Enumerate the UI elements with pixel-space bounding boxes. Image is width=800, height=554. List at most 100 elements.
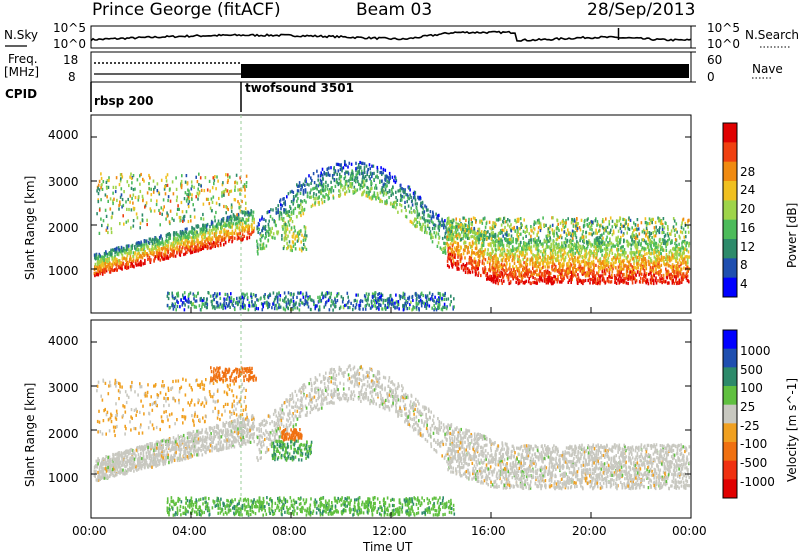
power-cell-morning [251, 223, 253, 227]
power-cell-afternoon [605, 262, 608, 266]
power-cell-afternoon [492, 262, 494, 266]
power-cell-arch [385, 174, 388, 178]
power-cell-arch [353, 178, 356, 182]
power-cell-morning [140, 259, 142, 263]
power-cell-afternoon [673, 272, 676, 277]
power-cell-afternoon [630, 250, 633, 255]
power-cell-afternoon [585, 249, 588, 253]
power-cell-arch [330, 190, 332, 194]
power-cell-afternoon [629, 258, 632, 262]
power-cell-morning-upper [176, 207, 179, 211]
power-cell-afternoon [651, 278, 654, 282]
power-cell-afternoon [571, 259, 574, 263]
power-cell-afternoon [579, 265, 582, 269]
power-cell-afternoon [586, 247, 588, 251]
power-cell-arch [344, 186, 346, 190]
power-cell-afternoon [598, 239, 601, 243]
power-cell-arch [430, 236, 432, 240]
power-cell-arch [445, 225, 447, 229]
power-cell-afternoon [549, 271, 552, 275]
power-cell-arch [280, 211, 283, 215]
power-cell-patch [293, 225, 296, 229]
power-cell-afternoon [677, 267, 679, 271]
power-cell-afternoon [536, 268, 538, 272]
power-cb-tick-8: 8 [740, 258, 748, 272]
power-cell-arch [437, 224, 440, 228]
power-cell-afternoon [518, 255, 520, 259]
power-cell-morning [180, 240, 183, 245]
power-cell-arch [426, 231, 428, 235]
power-cell-afternoon [666, 242, 668, 246]
power-cell-morning [229, 231, 232, 236]
power-cell-morning [109, 265, 111, 269]
power-cell-afternoon [604, 261, 606, 265]
power-cell-patch [297, 234, 299, 238]
power-cell-afternoon [664, 242, 666, 246]
power-cell-afternoon [598, 258, 601, 262]
power-cell-afternoon [468, 255, 471, 259]
power-cell-morning-upper [215, 187, 217, 191]
power-cell-morning-upper [245, 184, 248, 188]
power-cell-afternoon [682, 246, 685, 251]
power-cell-morning [202, 233, 204, 237]
power-cell-morning-upper [112, 199, 114, 203]
power-cell-morning [95, 253, 97, 257]
power-cell-afternoon [601, 253, 603, 257]
power-cell-afternoon [517, 247, 520, 251]
power-cell-afternoon [635, 279, 638, 283]
power-cell-morning [225, 219, 228, 223]
power-cell-afternoon [607, 279, 610, 283]
power-cell-morning [204, 239, 206, 243]
power-cell-afternoon [634, 251, 637, 255]
power-cell-morning [100, 269, 102, 273]
power-cell-afternoon [465, 224, 467, 228]
power-cell-arch [322, 185, 325, 189]
power-cell-afternoon [611, 251, 614, 255]
power-cell-morning [144, 261, 146, 265]
power-cell-afternoon [454, 263, 457, 267]
power-cell-afternoon [483, 252, 485, 256]
power-cell-afternoon [618, 264, 621, 268]
power-cell-afternoon [571, 276, 573, 280]
power-cell-afternoon [682, 261, 684, 265]
power-cell-arch [399, 202, 401, 207]
power-cell-morning [165, 256, 167, 260]
power-cell-morning [107, 263, 109, 267]
power-cell-afternoon [518, 268, 521, 272]
power-cell-afternoon [534, 263, 536, 267]
power-cell-morning [137, 251, 140, 255]
power-cell-morning [143, 247, 145, 251]
power-cell-morning-upper [237, 200, 239, 204]
power-cell-morning [144, 239, 147, 243]
power-cell-afternoon [647, 259, 650, 263]
power-cell-morning [236, 222, 239, 226]
power-cell-arch [301, 206, 303, 210]
power-cell-afternoon [513, 261, 516, 265]
power-cell-arch [259, 243, 261, 247]
power-cell-arch [277, 204, 279, 208]
power-cell-arch [434, 234, 437, 238]
power-cell-morning [217, 244, 220, 248]
power-cell-arch [312, 187, 314, 191]
power-cell-afternoon [644, 252, 646, 256]
power-cell-afternoon [467, 271, 469, 275]
power-cell-morning-upper [206, 188, 209, 192]
power-cell-arch [300, 202, 302, 206]
power-cell-morning-upper [102, 219, 105, 223]
power-cell-arch [423, 217, 425, 221]
power-cell-afternoon [594, 241, 597, 245]
power-cell-arch [374, 186, 376, 190]
power-cell-morning [185, 250, 187, 254]
power-cell-arch [296, 189, 299, 193]
power-cell-morning [185, 235, 188, 239]
power-cell-morning-upper [130, 172, 132, 176]
power-cell-morning [184, 227, 187, 231]
power-cell-afternoon [547, 260, 549, 265]
power-cell-arch [406, 200, 408, 204]
power-cell-arch [328, 196, 330, 200]
power-cell-morning [103, 259, 105, 263]
nave-label: Nave [752, 62, 783, 76]
power-cell-afternoon [651, 277, 653, 281]
power-cell-morning [234, 217, 236, 221]
power-cell-morning [139, 248, 142, 252]
